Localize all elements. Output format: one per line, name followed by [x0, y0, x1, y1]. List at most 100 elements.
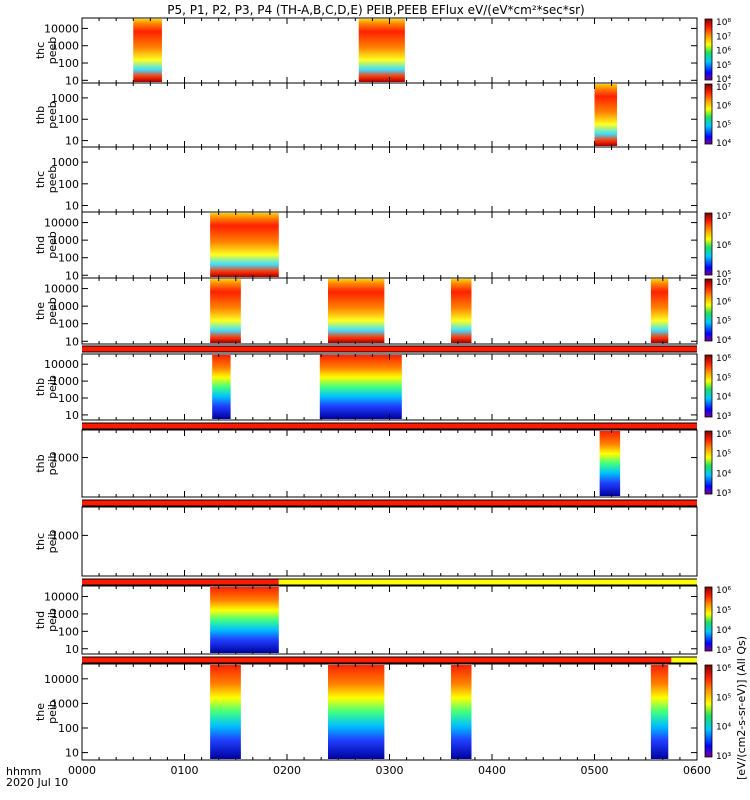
flag-bar: [82, 499, 697, 507]
flag-segment: [82, 346, 697, 352]
colorbar-tick-label: 10⁴: [716, 139, 731, 149]
y-label-line: peib: [46, 700, 59, 724]
flag-bar: [82, 345, 697, 353]
flag-segment: [82, 423, 697, 429]
colorbar-gradient: [704, 18, 713, 81]
y-label-line: peeb: [46, 231, 59, 259]
y-tick-label: 1000: [51, 40, 79, 53]
panel-frame: [81, 277, 698, 345]
y-label-line: peib: [46, 608, 59, 632]
y-label-line: peeb: [46, 37, 59, 65]
y-tick-label: 10000: [44, 283, 79, 296]
colorbar-gradient: [704, 83, 713, 145]
x-tick-label: 0200: [273, 764, 301, 777]
y-tick-label: 1000: [51, 697, 79, 710]
colorbar-tick-label: 10⁴: [716, 336, 731, 346]
y-axis-label: thcpeeb: [34, 166, 59, 194]
y-label-line: thd: [34, 236, 47, 254]
colorbar-tick-label: 10⁵: [716, 61, 731, 71]
y-axis-label: thepeeb: [34, 297, 59, 325]
colorbar-tick-label: 10⁶: [716, 241, 731, 251]
y-tick-label: 100: [58, 318, 79, 331]
y-axis-label: thbpeib: [34, 375, 59, 399]
colorbar-tick-label: 10⁶: [716, 586, 731, 596]
flag-segment: [671, 657, 697, 663]
y-tick-label: 1000: [51, 156, 79, 169]
y-tick-label: 10000: [44, 358, 79, 371]
y-tick-label: 10: [65, 269, 79, 282]
colorbar-tick-label: 10⁶: [716, 297, 731, 307]
panels-layer: 10100100010000thcpeeb10⁴10⁵10⁶10⁷10⁸1010…: [34, 17, 731, 762]
y-label-line: thd: [34, 611, 47, 629]
data-block: [319, 355, 402, 419]
y-tick-label: 1000: [51, 608, 79, 621]
colorbar-tick-label: 10³: [716, 646, 731, 656]
y-tick-label: 10000: [44, 217, 79, 230]
y-label-line: thc: [34, 533, 47, 550]
colorbar-tick-label: 10⁴: [716, 75, 731, 85]
panel-frame: [81, 585, 698, 655]
panel-frame: [81, 211, 698, 279]
flag-segment: [82, 579, 279, 585]
colorbar: 10³ 10⁴ 10⁵ 10⁶: [704, 586, 731, 656]
y-label-line: thb: [34, 106, 47, 124]
y-tick-label: 10: [65, 747, 79, 760]
flag-bars-layer: [82, 345, 697, 664]
panel-10: 10 100 1000 10000 thepeib 10³ 10⁴ 10⁵ 10⁶: [34, 663, 731, 762]
colorbar-tick-label: 10⁷: [716, 32, 731, 42]
data-block: [328, 665, 385, 759]
colorbar-tick-label: 10⁷: [716, 83, 731, 93]
data-block: [210, 587, 279, 653]
panel-frame: [81, 506, 698, 577]
x-tick-label: 0100: [171, 764, 199, 777]
colorbar-tick-label: 10⁶: [716, 47, 731, 57]
y-label-line: peeb: [46, 101, 59, 129]
colorbar-tick-label: 10⁴: [716, 393, 731, 403]
colorbar-gradient: [704, 278, 713, 342]
flag-bar: [82, 656, 697, 664]
colorbar-tick-label: 10⁵: [716, 693, 731, 703]
y-tick-label: 10: [65, 199, 79, 212]
colorbar-tick-label: 10³: [716, 489, 731, 499]
y-tick-label: 100: [58, 252, 79, 265]
y-axis-label: thcpeib: [34, 530, 59, 554]
figure-title: P5, P1, P2, P3, P4 (TH-A,B,C,D,E) PEIB,P…: [167, 3, 584, 17]
data-block: [594, 84, 618, 146]
y-axis-label: thbpeib: [34, 452, 59, 476]
y-tick-label: 1000: [51, 452, 79, 465]
colorbar-gradient: [704, 212, 713, 276]
y-label-line: peib: [46, 375, 59, 399]
colorbar-tick-label: 10⁷: [716, 278, 731, 288]
data-block: [650, 279, 669, 343]
x-axis-label-line2: 2020 Jul 10: [6, 776, 68, 789]
colorbar-tick-label: 10⁶: [716, 430, 731, 440]
data-block: [451, 279, 472, 343]
y-tick-label: 1000: [51, 234, 79, 247]
panel-frame: [81, 146, 698, 213]
panel-frame: [81, 663, 698, 761]
data-block: [210, 213, 279, 277]
colorbar: 10³ 10⁴ 10⁵ 10⁶: [704, 354, 731, 422]
colorbar: 10³ 10⁴ 10⁵ 10⁶: [704, 664, 731, 762]
y-tick-label: 10: [65, 335, 79, 348]
y-tick-label: 100: [58, 57, 79, 70]
y-tick-label: 100: [58, 392, 79, 405]
colorbar-tick-label: 10⁶: [716, 354, 731, 364]
data-block: [599, 431, 621, 496]
colorbar-gradient: [704, 430, 713, 495]
y-axis-label: thcpeeb: [34, 37, 59, 65]
flag-segment: [278, 579, 697, 585]
y-tick-label: 100: [58, 722, 79, 735]
colorbar-tick-label: 10⁷: [716, 212, 731, 222]
colorbar-tick-label: 10⁵: [716, 606, 731, 616]
data-block: [210, 665, 241, 759]
colorbar-tick-label: 10⁸: [716, 18, 731, 28]
y-axis-label: thdpeib: [34, 608, 59, 632]
x-tick-label: 0000: [68, 764, 96, 777]
y-tick-label: 1000: [51, 92, 79, 105]
y-label-line: the: [34, 302, 47, 320]
x-axis-label-line1: hhmm: [6, 765, 41, 778]
